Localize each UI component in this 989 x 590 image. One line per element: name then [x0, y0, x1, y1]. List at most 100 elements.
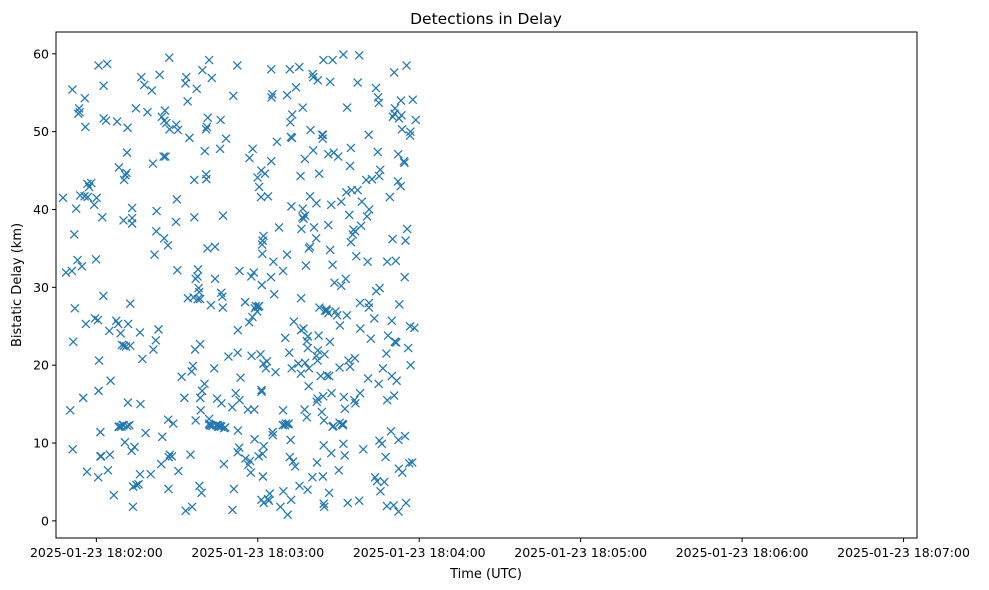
data-point-x-marker	[136, 399, 145, 409]
data-point-x-marker	[295, 481, 304, 491]
data-point-x-marker	[393, 149, 403, 159]
data-point-x-marker	[394, 300, 404, 309]
data-point-x-marker	[373, 147, 383, 157]
data-point-x-marker	[318, 472, 328, 481]
data-point-x-marker	[364, 298, 374, 308]
data-point-x-marker	[325, 77, 335, 87]
data-point-x-marker	[324, 488, 334, 498]
x-tick-label: 2025-01-23 18:06:00	[676, 545, 809, 560]
data-point-x-marker	[284, 348, 294, 358]
data-point-x-marker	[308, 145, 318, 155]
data-point-x-marker	[194, 481, 204, 491]
data-point-x-marker	[305, 191, 315, 201]
data-point-x-marker	[125, 420, 134, 430]
data-point-x-marker	[379, 477, 389, 487]
data-point-x-marker	[136, 72, 146, 82]
data-point-x-marker	[71, 204, 81, 214]
data-point-x-marker	[267, 92, 276, 102]
data-point-x-marker	[94, 356, 104, 365]
data-point-x-marker	[67, 85, 77, 95]
data-point-x-marker	[309, 222, 319, 232]
data-point-x-marker	[194, 283, 204, 293]
data-point-x-marker	[367, 174, 377, 184]
data-point-x-marker	[286, 435, 296, 445]
data-point-x-marker	[113, 319, 123, 329]
data-point-x-marker	[324, 371, 334, 381]
data-point-x-marker	[290, 461, 300, 471]
data-point-x-marker	[400, 431, 410, 441]
data-point-x-marker	[188, 361, 198, 371]
data-point-x-marker	[256, 349, 265, 359]
data-point-x-marker	[278, 266, 288, 276]
data-point-x-marker	[131, 103, 141, 113]
data-point-x-marker	[355, 298, 365, 308]
data-point-x-marker	[171, 120, 181, 130]
data-point-x-marker	[282, 250, 292, 260]
data-point-x-marker	[122, 148, 132, 158]
data-point-x-marker	[318, 130, 328, 140]
data-point-x-marker	[397, 110, 406, 120]
data-point-x-marker	[123, 398, 133, 407]
data-point-x-marker	[171, 217, 181, 227]
data-point-x-marker	[268, 430, 278, 440]
data-point-x-marker	[172, 194, 182, 204]
data-point-x-marker	[206, 300, 216, 310]
data-point-x-marker	[233, 426, 243, 436]
data-point-x-marker	[157, 112, 167, 122]
data-point-x-marker	[266, 272, 276, 282]
data-point-x-marker	[94, 386, 103, 396]
data-point-x-marker	[65, 405, 75, 415]
data-point-x-marker	[338, 419, 348, 429]
data-point-x-marker	[344, 356, 353, 365]
data-point-x-marker	[181, 72, 191, 82]
data-point-x-marker	[148, 159, 158, 169]
data-point-x-marker	[394, 507, 403, 516]
data-point-x-marker	[269, 289, 279, 299]
data-point-x-marker	[164, 452, 174, 462]
data-point-x-marker	[319, 55, 328, 65]
data-point-x-marker	[294, 62, 304, 72]
data-point-x-marker	[369, 314, 379, 323]
data-point-x-marker	[123, 123, 133, 133]
data-point-x-marker	[343, 498, 353, 508]
data-point-x-marker	[377, 439, 387, 449]
data-point-x-marker	[396, 181, 406, 191]
data-point-x-marker	[197, 488, 207, 498]
data-point-x-marker	[314, 331, 324, 341]
data-point-x-marker	[327, 388, 336, 398]
data-point-x-marker	[201, 174, 211, 184]
data-point-x-marker	[195, 294, 205, 304]
data-point-x-marker	[314, 169, 324, 179]
data-point-x-marker	[391, 256, 401, 266]
data-points	[58, 50, 421, 520]
data-point-x-marker	[303, 343, 313, 353]
data-point-x-marker	[228, 505, 237, 515]
data-point-x-marker	[300, 154, 310, 164]
data-point-x-marker	[403, 343, 413, 353]
data-point-x-marker	[335, 321, 345, 330]
data-point-x-marker	[94, 61, 103, 70]
data-point-x-marker	[382, 257, 392, 267]
data-point-x-marker	[283, 510, 293, 520]
x-tick-label: 2025-01-23 18:02:00	[30, 545, 163, 560]
data-point-x-marker	[215, 144, 225, 154]
data-point-x-marker	[288, 457, 298, 467]
data-point-x-marker	[355, 388, 365, 398]
data-point-x-marker	[344, 210, 354, 220]
data-point-x-marker	[330, 278, 339, 288]
data-point-x-marker	[323, 308, 333, 318]
data-point-x-marker	[267, 89, 277, 99]
data-point-x-marker	[86, 178, 96, 188]
data-point-x-marker	[338, 439, 348, 449]
data-point-x-marker	[405, 131, 415, 140]
data-point-x-marker	[233, 325, 243, 335]
data-point-x-marker	[304, 363, 314, 373]
data-point-x-marker	[389, 68, 399, 77]
data-point-x-marker	[312, 198, 321, 208]
data-point-x-marker	[405, 127, 415, 137]
data-point-x-marker	[234, 443, 244, 453]
data-point-x-marker	[389, 391, 399, 400]
data-point-x-marker	[210, 242, 220, 252]
data-point-x-marker	[80, 122, 90, 132]
data-point-x-marker	[386, 426, 396, 436]
